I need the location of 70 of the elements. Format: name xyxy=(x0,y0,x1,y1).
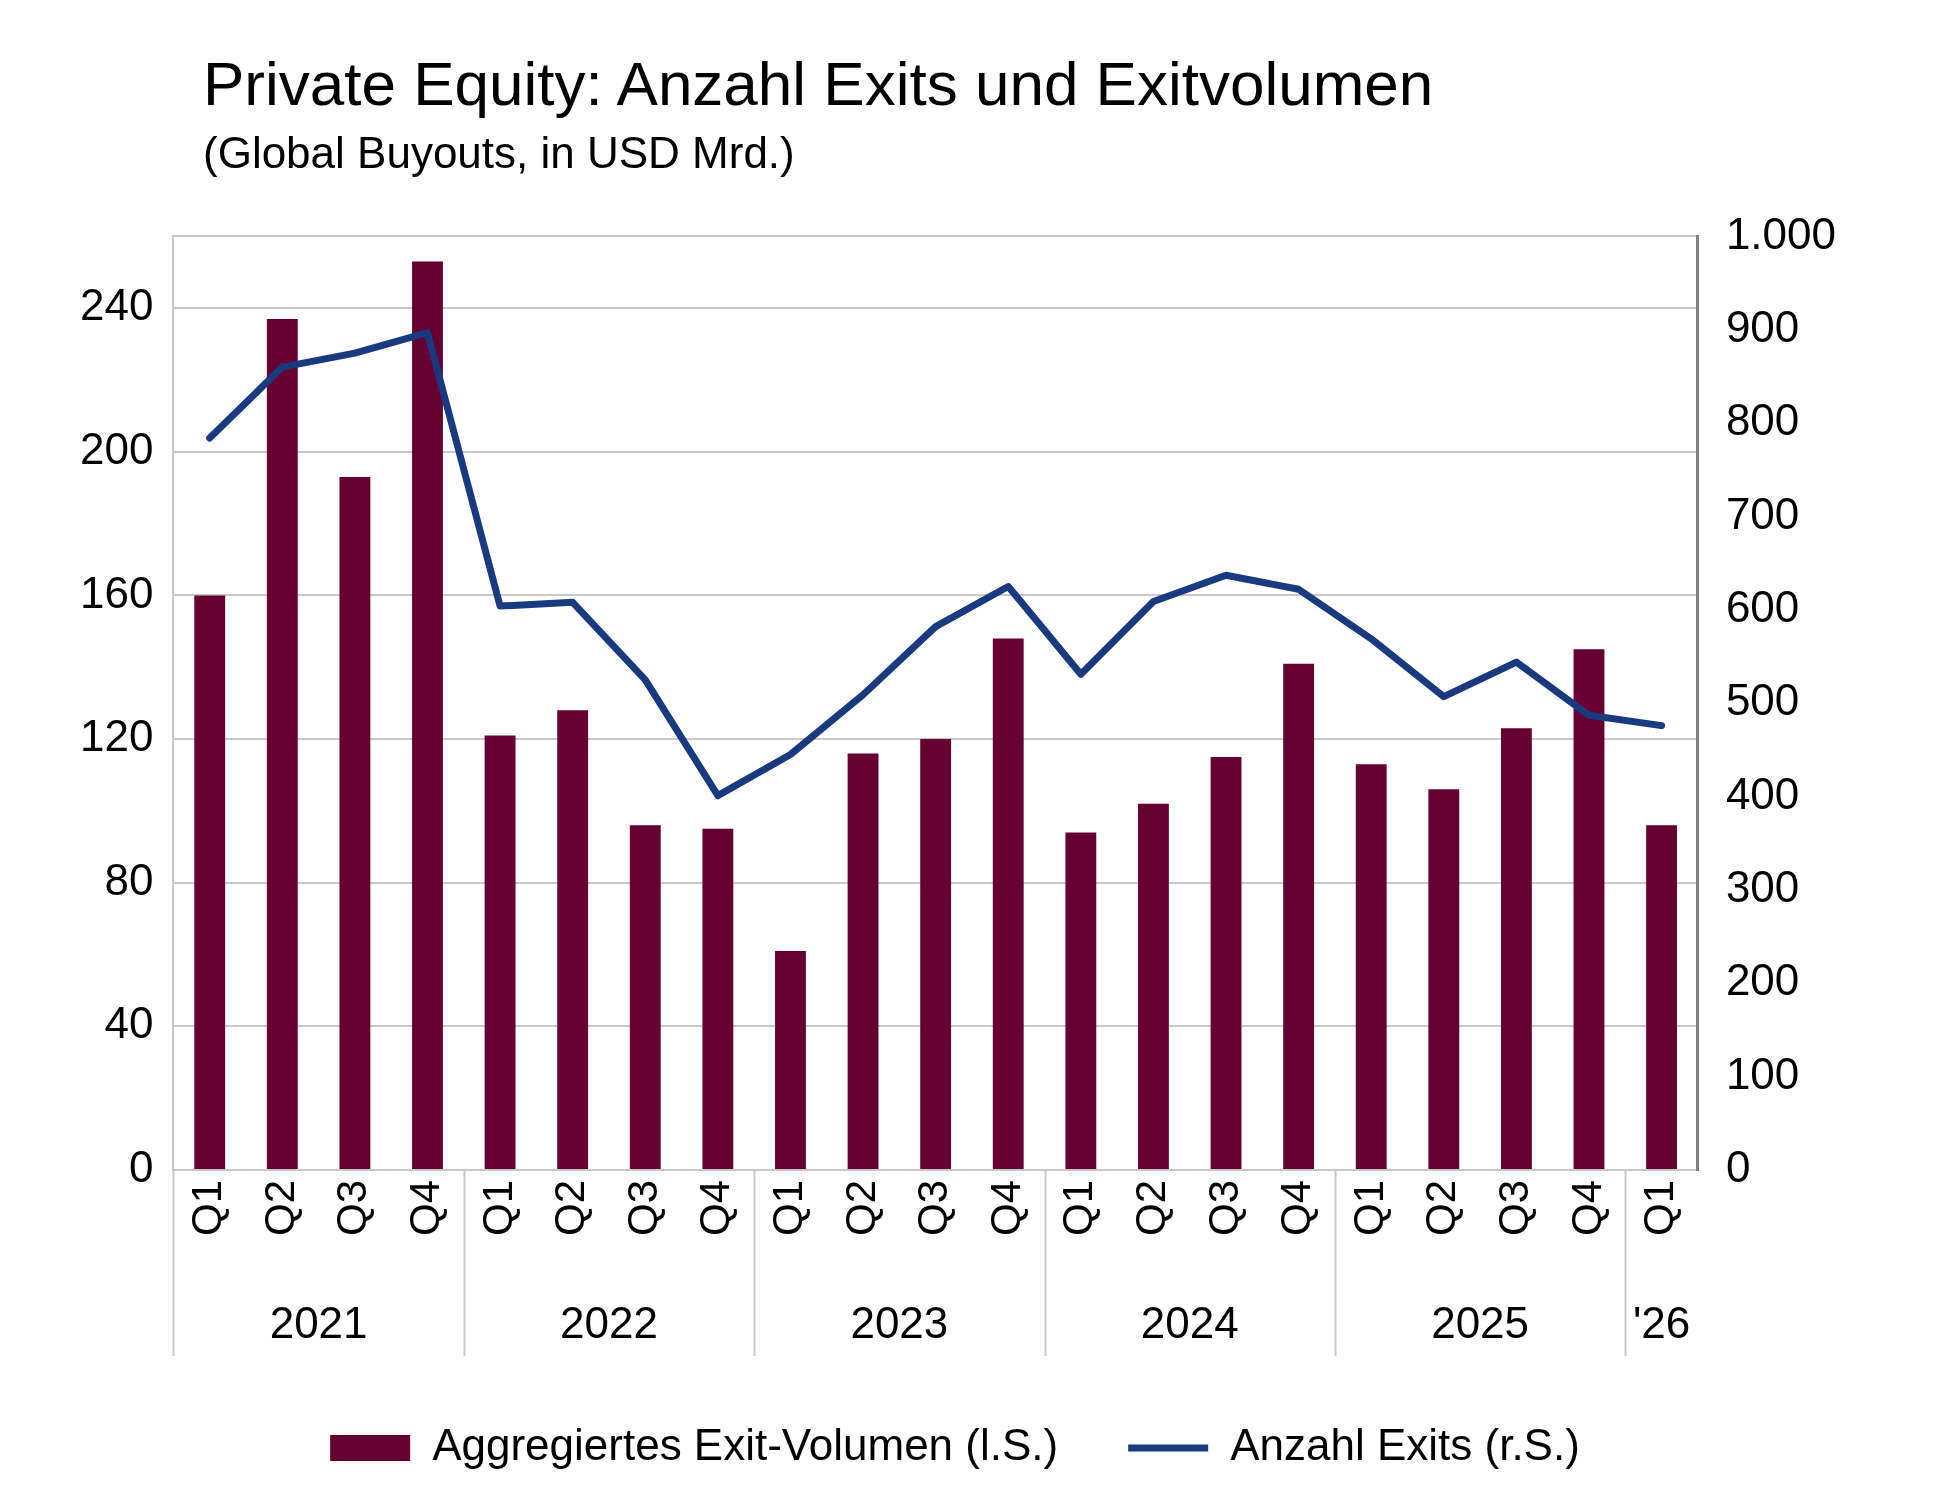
bar xyxy=(194,595,226,1169)
x-tick-label: Q3 xyxy=(1199,1179,1247,1236)
bar xyxy=(1210,757,1242,1169)
x-tick-label: Q3 xyxy=(328,1179,376,1236)
bar xyxy=(339,476,371,1169)
text: 2025 xyxy=(1431,1298,1530,1348)
bar xyxy=(557,710,589,1169)
x-tick-label: Q2 xyxy=(1417,1179,1465,1236)
y2-tick-label: 400 xyxy=(1725,768,1800,818)
y-tick-label: 200 xyxy=(79,423,154,473)
y2-tick-label: 200 xyxy=(1725,955,1800,1005)
bar xyxy=(1500,728,1532,1169)
x-tick-label: Q4 xyxy=(691,1179,739,1236)
text: 2021 xyxy=(269,1298,368,1348)
bar xyxy=(775,950,806,1169)
bar xyxy=(847,753,879,1169)
y2-tick-label: 0 xyxy=(1725,1142,1751,1192)
x-tick-label: Q1 xyxy=(764,1179,812,1236)
x-tick-label: Q1 xyxy=(1635,1179,1683,1236)
chart-title: Private Equity: Anzahl Exits und Exitvolumen xyxy=(203,48,1434,119)
x-tick-label: Q2 xyxy=(255,1179,303,1236)
y2-tick-label: 300 xyxy=(1725,862,1800,912)
bar xyxy=(702,828,734,1169)
x-tick-label: Q2 xyxy=(836,1179,884,1236)
text: '26 xyxy=(1632,1298,1691,1348)
bar xyxy=(629,825,661,1169)
bar xyxy=(1283,663,1315,1169)
text: 2022 xyxy=(560,1298,658,1348)
x-tick-label: Q3 xyxy=(618,1179,666,1236)
y2-tick-label: 900 xyxy=(1725,301,1800,351)
x-tick-label: Q2 xyxy=(1127,1179,1175,1236)
x-tick-label: Q1 xyxy=(473,1179,521,1236)
y-tick-label: 160 xyxy=(79,567,154,617)
bar xyxy=(1573,649,1605,1169)
bar xyxy=(1428,789,1460,1169)
x-tick-label: Q4 xyxy=(981,1179,1029,1236)
legend-label: Anzahl Exits (r.S.) xyxy=(1230,1420,1580,1470)
x-tick-label: Q4 xyxy=(401,1179,449,1236)
y2-tick-label: 800 xyxy=(1725,395,1800,445)
bar xyxy=(412,261,443,1169)
bar xyxy=(992,638,1024,1169)
x-tick-label: Q3 xyxy=(909,1179,957,1236)
bar xyxy=(266,318,298,1169)
x-tick-label: Q3 xyxy=(1489,1179,1537,1236)
text: 2023 xyxy=(850,1298,949,1348)
x-tick-label: Q1 xyxy=(183,1179,231,1236)
chart-subtitle: (Global Buyouts, in USD Mrd.) xyxy=(203,128,795,178)
y2-tick-label: 700 xyxy=(1725,488,1800,538)
y-tick-label: 80 xyxy=(104,854,154,904)
y-tick-label: 240 xyxy=(79,280,154,330)
text: 2024 xyxy=(1140,1298,1239,1348)
y2-tick-label: 600 xyxy=(1725,581,1800,631)
y2-tick-label: 100 xyxy=(1725,1048,1800,1098)
bar xyxy=(1355,764,1387,1169)
y2-tick-label: 1.000 xyxy=(1725,208,1836,258)
bar xyxy=(1138,803,1169,1169)
bar xyxy=(920,739,952,1169)
y-tick-label: 40 xyxy=(104,998,154,1048)
legend-label: Aggregiertes Exit-Volumen (l.S.) xyxy=(432,1420,1059,1470)
y2-tick-label: 500 xyxy=(1725,675,1800,725)
x-tick-label: Q4 xyxy=(1562,1179,1610,1236)
bar xyxy=(1065,832,1097,1169)
y-tick-label: 0 xyxy=(128,1142,154,1192)
y-tick-label: 120 xyxy=(79,711,154,761)
bar xyxy=(484,735,516,1169)
x-tick-label: Q4 xyxy=(1272,1179,1320,1236)
x-tick-label: Q1 xyxy=(1344,1179,1392,1236)
bar xyxy=(1646,825,1678,1169)
x-tick-label: Q2 xyxy=(546,1179,594,1236)
x-tick-label: Q1 xyxy=(1054,1179,1102,1236)
